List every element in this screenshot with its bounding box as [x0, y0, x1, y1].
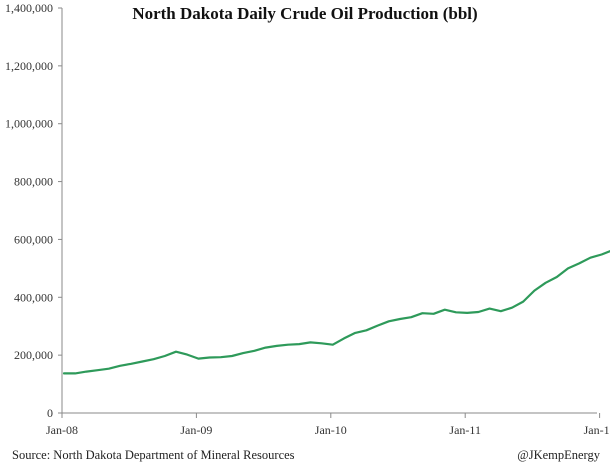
- credit-note: @JKempEnergy: [517, 448, 600, 462]
- x-axis-ticks: Jan-08Jan-09Jan-10Jan-11Jan-12Jan-13Jan-…: [46, 413, 610, 437]
- y-tick-label: 400,000: [14, 290, 53, 304]
- x-tick-label: Jan-11: [449, 423, 481, 437]
- y-axis-ticks: 0 200,000 400,000 600,000 800,000 1,000,000 1,…: [5, 1, 62, 420]
- y-tick-label: 200,000: [14, 348, 53, 362]
- y-tick-label: 0: [47, 406, 53, 420]
- y-tick-label: 600,000: [14, 232, 53, 246]
- y-tick-label: 1,200,000: [5, 59, 53, 73]
- x-tick-label: Jan-10: [315, 423, 347, 437]
- source-note: Source: North Dakota Department of Miner…: [12, 448, 295, 462]
- series-lines: [62, 250, 610, 375]
- axes: [61, 8, 597, 414]
- y-tick-label: 1,400,000: [5, 1, 53, 15]
- chart-title: North Dakota Daily Crude Oil Production …: [132, 4, 478, 23]
- x-tick-label: Jan-09: [180, 423, 212, 437]
- x-tick-label: Jan-08: [46, 423, 78, 437]
- y-tick-label: 1,000,000: [5, 117, 53, 131]
- x-tick-label: Jan-12: [584, 423, 610, 437]
- series-line-production: [62, 250, 610, 375]
- y-tick-label: 800,000: [14, 175, 53, 189]
